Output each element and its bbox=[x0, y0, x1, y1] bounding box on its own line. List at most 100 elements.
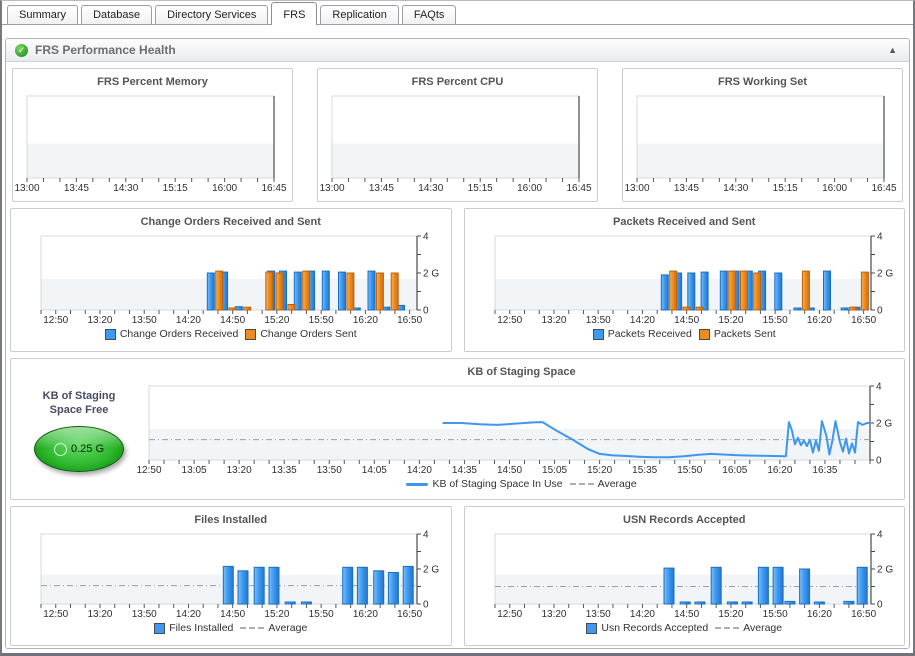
svg-text:13:20: 13:20 bbox=[87, 609, 112, 620]
svg-text:16:50: 16:50 bbox=[397, 609, 422, 620]
svg-text:16:50: 16:50 bbox=[851, 315, 876, 326]
svg-text:2 G: 2 G bbox=[876, 419, 892, 430]
staging-chart-area: KB of Staging Space 12:50 13:05 13:20 13:35… bbox=[136, 363, 900, 497]
chart-title: Packets Received and Sent bbox=[613, 216, 756, 228]
tab-directory-services[interactable]: Directory Services bbox=[155, 5, 269, 24]
legend-dash-marker bbox=[240, 627, 265, 629]
tab-bar: Summary Database Directory Services FRS … bbox=[2, 1, 913, 25]
legend-label: Average bbox=[597, 478, 637, 490]
legend-square-marker bbox=[104, 328, 116, 340]
svg-text:13:00: 13:00 bbox=[319, 183, 344, 194]
legend-square-marker bbox=[592, 328, 604, 340]
section-title: FRS Performance Health bbox=[35, 43, 176, 57]
tab-faqts[interactable]: FAQts bbox=[401, 5, 457, 24]
svg-text:4: 4 bbox=[877, 232, 883, 243]
svg-text:13:35: 13:35 bbox=[272, 465, 297, 476]
chart-title: KB of Staging Space bbox=[467, 366, 576, 378]
svg-text:13:20: 13:20 bbox=[227, 465, 252, 476]
svg-text:14:20: 14:20 bbox=[176, 315, 201, 326]
svg-text:2 G: 2 G bbox=[423, 565, 439, 576]
legend-square-marker bbox=[154, 622, 166, 634]
svg-text:14:50: 14:50 bbox=[497, 465, 522, 476]
svg-text:14:20: 14:20 bbox=[407, 465, 432, 476]
svg-text:15:50: 15:50 bbox=[309, 315, 334, 326]
chart-title: FRS Percent CPU bbox=[411, 76, 504, 88]
svg-text:15:50: 15:50 bbox=[677, 465, 702, 476]
legend-line-marker bbox=[406, 482, 429, 486]
legend-square-marker bbox=[245, 328, 257, 340]
svg-text:2 G: 2 G bbox=[877, 565, 893, 576]
svg-text:13:50: 13:50 bbox=[317, 465, 342, 476]
svg-text:14:50: 14:50 bbox=[220, 315, 245, 326]
tab-database[interactable]: Database bbox=[81, 5, 153, 24]
chart-plot-usn-records: 12:50 13:20 13:50 14:20 14:50 15:20 15:50 16:20… bbox=[469, 530, 901, 620]
svg-text:14:30: 14:30 bbox=[723, 183, 748, 194]
svg-text:15:50: 15:50 bbox=[762, 609, 787, 620]
tab-summary[interactable]: Summary bbox=[7, 5, 79, 24]
frs-performance-health-panel: ✓ FRS Performance Health ▲ FRS Percent M… bbox=[5, 38, 910, 649]
chart-card-frs-percent-memory: FRS Percent Memory 13:00 13:45 14:30 15:15 1… bbox=[12, 68, 293, 202]
svg-text:16:20: 16:20 bbox=[353, 315, 378, 326]
svg-text:15:20: 15:20 bbox=[718, 609, 743, 620]
svg-text:16:00: 16:00 bbox=[212, 183, 237, 194]
collapse-icon[interactable]: ▲ bbox=[888, 45, 897, 55]
svg-text:13:50: 13:50 bbox=[132, 609, 157, 620]
gauge-ring-icon bbox=[53, 442, 67, 456]
svg-text:16:35: 16:35 bbox=[812, 465, 837, 476]
chart-title: FRS Working Set bbox=[717, 76, 808, 88]
svg-text:16:50: 16:50 bbox=[851, 609, 876, 620]
svg-text:0: 0 bbox=[423, 600, 429, 611]
chart-card-frs-percent-cpu: FRS Percent CPU 13:00 13:45 14:30 15:15 16:0… bbox=[317, 68, 598, 202]
legend-item-average: Average bbox=[715, 622, 782, 634]
svg-text:12:50: 12:50 bbox=[43, 609, 68, 620]
legend-label: Average bbox=[268, 622, 308, 634]
chart-plot-staging-space: 12:50 13:05 13:20 13:35 13:50 14:05 14:20 14:35… bbox=[136, 382, 900, 477]
svg-text:4: 4 bbox=[877, 530, 883, 541]
svg-text:14:05: 14:05 bbox=[362, 465, 387, 476]
legend-label: Average bbox=[743, 622, 783, 634]
svg-text:15:20: 15:20 bbox=[264, 609, 289, 620]
chart-card-frs-working-set: FRS Working Set 13:00 13:45 14:30 15:15 16:0… bbox=[622, 68, 903, 202]
svg-text:16:00: 16:00 bbox=[517, 183, 542, 194]
svg-text:13:20: 13:20 bbox=[541, 315, 566, 326]
svg-text:15:15: 15:15 bbox=[468, 183, 493, 194]
svg-text:15:15: 15:15 bbox=[773, 183, 798, 194]
svg-text:2 G: 2 G bbox=[423, 269, 439, 280]
status-ok-icon: ✓ bbox=[15, 43, 28, 57]
tab-frs[interactable]: FRS bbox=[271, 2, 318, 25]
legend-label: Files Installed bbox=[169, 622, 234, 634]
legend-item-average: Average bbox=[569, 478, 637, 490]
legend-label: Usn Records Accepted bbox=[601, 622, 709, 634]
svg-text:13:45: 13:45 bbox=[369, 183, 394, 194]
svg-text:15:20: 15:20 bbox=[264, 315, 289, 326]
legend-label: Change Orders Sent bbox=[260, 328, 357, 340]
svg-text:16:45: 16:45 bbox=[871, 183, 896, 194]
svg-text:14:50: 14:50 bbox=[220, 609, 245, 620]
section-content: FRS Percent Memory 13:00 13:45 14:30 15:15 1… bbox=[6, 62, 909, 648]
legend-item: Change Orders Received bbox=[104, 328, 238, 340]
chart-title: USN Records Accepted bbox=[623, 514, 746, 526]
chart-row-middle: Change Orders Received and Sent 12:50 13:… bbox=[10, 208, 905, 352]
svg-text:15:50: 15:50 bbox=[309, 609, 334, 620]
svg-text:0: 0 bbox=[423, 306, 429, 317]
section-header: ✓ FRS Performance Health ▲ bbox=[6, 39, 909, 62]
legend-dash-marker bbox=[715, 627, 740, 629]
svg-text:13:00: 13:00 bbox=[624, 183, 649, 194]
svg-text:15:35: 15:35 bbox=[632, 465, 657, 476]
svg-text:13:50: 13:50 bbox=[585, 609, 610, 620]
svg-text:15:20: 15:20 bbox=[718, 315, 743, 326]
chart-row-top: FRS Percent Memory 13:00 13:45 14:30 15:15 1… bbox=[10, 68, 905, 202]
legend-label: KB of Staging Space In Use bbox=[432, 478, 563, 490]
legend-item-average: Average bbox=[240, 622, 307, 634]
svg-text:4: 4 bbox=[876, 382, 882, 393]
svg-text:12:50: 12:50 bbox=[497, 315, 522, 326]
tab-replication[interactable]: Replication bbox=[320, 5, 399, 24]
svg-text:13:50: 13:50 bbox=[585, 315, 610, 326]
chart-plot-frs-percent-cpu: 13:00 13:45 14:30 15:15 16:00 16:45 bbox=[319, 93, 593, 194]
svg-text:15:15: 15:15 bbox=[163, 183, 188, 194]
svg-text:15:20: 15:20 bbox=[587, 465, 612, 476]
svg-text:16:45: 16:45 bbox=[261, 183, 286, 194]
svg-text:14:35: 14:35 bbox=[452, 465, 477, 476]
legend-item: KB of Staging Space In Use bbox=[406, 478, 563, 490]
